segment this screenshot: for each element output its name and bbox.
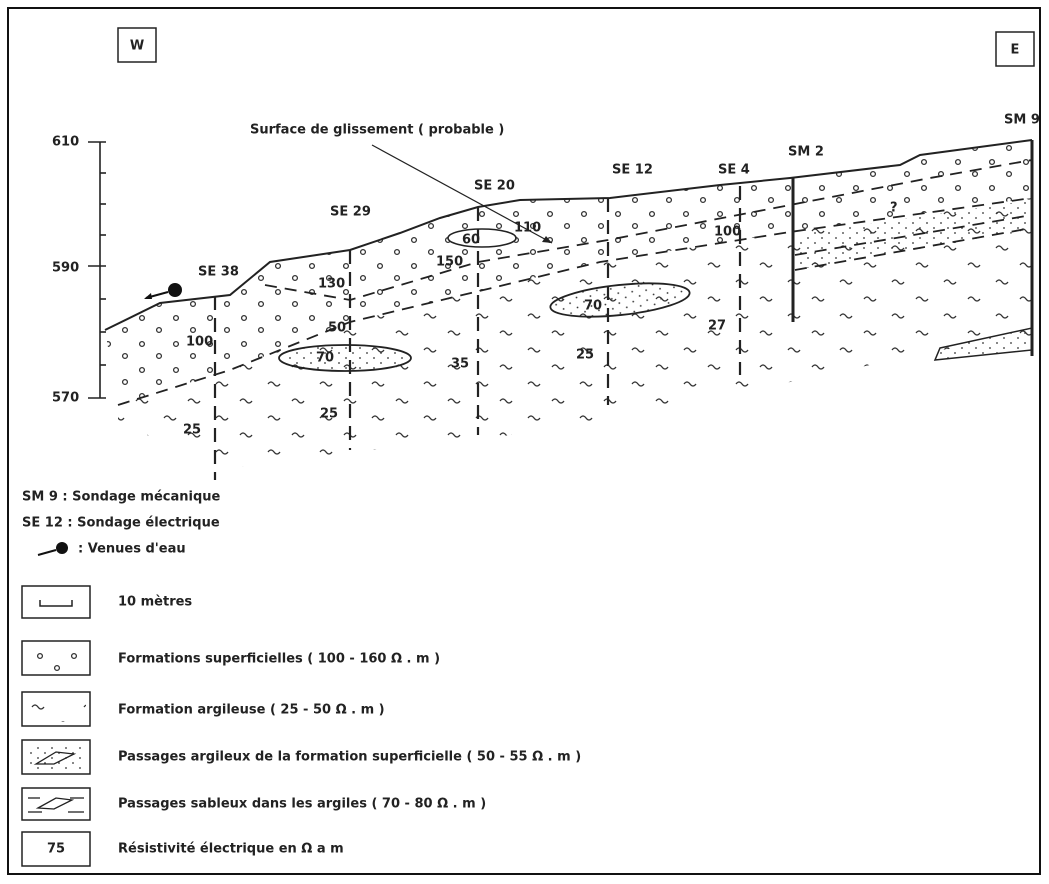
box [117,27,157,63]
west-label: W [130,39,144,54]
pointer-head [542,236,552,243]
swatch [26,696,86,722]
resistivity-value: 25 [183,423,201,438]
soundings [213,140,1034,480]
resistivity-value: 60 [462,233,480,248]
resistivity-value: 50 [328,321,346,336]
frame [7,7,1041,875]
sounding-label: SE 12 [612,163,653,178]
lens [447,228,517,248]
legend-text: SM 9 : Sondage mécanique [22,490,221,505]
legend-text: : Venues d'eau [78,542,186,557]
resistivity-value: 110 [514,221,541,236]
legend-item: Passages sableux dans les argiles ( 70 -… [118,797,486,812]
sounding-label: SE 29 [330,205,371,220]
resistivity-value: 35 [451,357,469,372]
elevation-axis [88,141,106,399]
resistivity-value: 70 [316,351,334,366]
pointer [371,144,553,244]
elevation-label: 610 [52,135,79,150]
sounding-label: SE 4 [718,163,750,178]
resistivity-value: 27 [708,319,726,334]
elevation-label: 570 [52,391,79,406]
swatch [26,645,86,671]
sounding-label: SM 2 [788,145,824,160]
box [995,31,1035,67]
east-label: E [1011,43,1020,58]
water-icon [37,542,68,556]
swatch [26,744,86,770]
legend-item: Formations superficielles ( 100 - 160 Ω … [118,652,440,667]
resistivity-value: 25 [320,407,338,422]
lens [549,282,691,318]
lens [278,344,412,372]
legend-boxes [21,585,91,867]
resistivity-value: 130 [318,277,345,292]
resistivity-value: 150 [436,255,463,270]
legend-item: Résistivité électrique en Ω a m [118,842,344,857]
legend-text: SE 12 : Sondage électrique [22,516,220,531]
legend-sample: 75 [47,842,65,857]
sounding-label: SE 38 [198,265,239,280]
superficial-formation [105,140,1032,405]
elevation-label: 590 [52,261,79,276]
resistivity-value: 25 [576,348,594,363]
slip-surface-label: Surface de glissement ( probable ) [250,123,504,138]
resistivity-value: 70 [584,299,602,314]
water-spring [144,283,182,299]
legend-item: 10 mètres [118,595,192,610]
resistivity-value: ? [890,201,898,216]
sounding-label: SE 20 [474,179,515,194]
resistivity-value: 100 [714,225,741,240]
swatch [28,797,84,813]
resistivity-value: 100 [186,335,213,350]
scale-bar [39,600,73,607]
swatch [33,751,77,765]
legend-item: Formation argileuse ( 25 - 50 Ω . m ) [118,703,385,718]
legend-item: Passages argileux de la formation superf… [118,750,581,765]
sounding-label: SM 9 [1004,113,1040,128]
